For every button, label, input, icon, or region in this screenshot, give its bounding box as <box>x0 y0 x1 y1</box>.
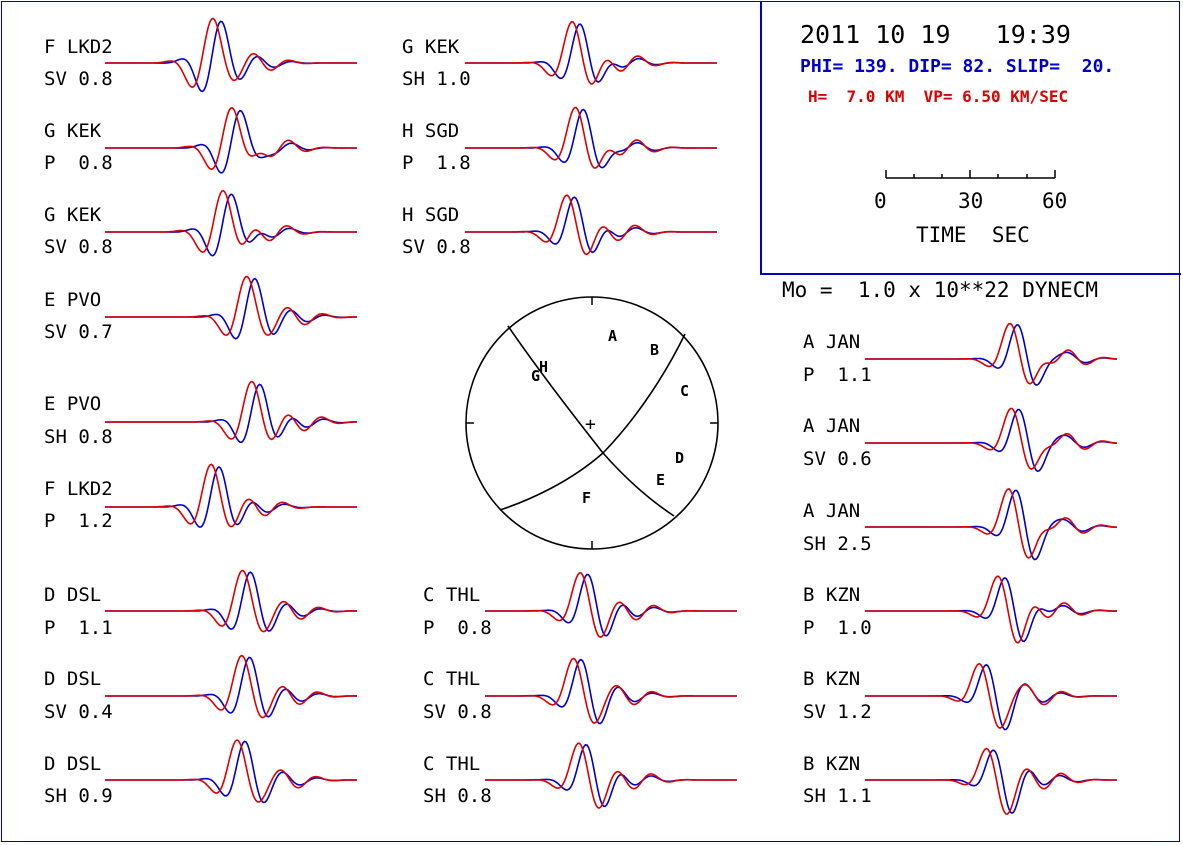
station-mark-G: G <box>531 367 540 385</box>
scale-tick-60: 60 <box>1042 189 1068 213</box>
trace-label-station: E PVO <box>44 393 102 415</box>
trace-label-phase: SH 0.9 <box>44 785 113 807</box>
trace-label-station: C THL <box>423 584 481 606</box>
synthetic-waveform-t5 <box>105 380 357 441</box>
trace-label-station: C THL <box>423 753 481 775</box>
trace-label-phase: SV 0.8 <box>423 701 492 723</box>
trace-label-phase: SV 0.8 <box>44 236 113 258</box>
synthetic-waveform-t13 <box>485 572 737 639</box>
trace-label-station: F LKD2 <box>44 478 113 500</box>
trace-label-phase: SV 0.8 <box>402 236 471 258</box>
trace-label-station: C THL <box>423 668 481 690</box>
trace-label-station: D DSL <box>44 753 102 775</box>
synthetic-waveform-t16 <box>865 322 1118 385</box>
synthetic-waveform-t20 <box>865 662 1117 729</box>
trace-label-station: D DSL <box>44 584 102 606</box>
beachball-center-mark: + <box>585 414 596 435</box>
trace-label-phase: P 0.8 <box>423 617 492 639</box>
trace-label-phase: SV 1.2 <box>803 701 872 723</box>
trace-label-phase: SH 0.8 <box>44 426 113 448</box>
trace-label-phase: SV 0.7 <box>44 321 113 343</box>
scale-tick-0: 0 <box>874 189 887 213</box>
synthetic-waveform-t21 <box>865 747 1117 815</box>
trace-label-phase: SH 1.0 <box>402 68 471 90</box>
seismic-moment: Mo = 1.0 x 10**22 DYNECM <box>782 278 1099 302</box>
station-mark-F: F <box>582 489 591 507</box>
trace-label-phase: P 0.8 <box>44 152 113 174</box>
synthetic-waveform-t10 <box>465 20 717 85</box>
synthetic-waveform-t4 <box>105 275 357 337</box>
trace-label-phase: SH 0.8 <box>423 785 492 807</box>
event-datetime: 2011 10 19 19:39 <box>800 20 1071 49</box>
trace-label-station: A JAN <box>803 500 861 522</box>
trace-label-station: G KEK <box>402 36 460 58</box>
trace-label-station: B KZN <box>803 584 861 606</box>
scale-tick-30: 30 <box>958 189 984 213</box>
trace-label-station: H SGD <box>402 120 460 142</box>
trace-label-station: B KZN <box>803 753 861 775</box>
station-mark-E: E <box>656 471 665 489</box>
synthetic-waveform-t1 <box>105 17 357 89</box>
trace-label-station: G KEK <box>44 204 102 226</box>
header-box <box>760 1 1181 275</box>
trace-label-phase: SH 2.5 <box>803 533 872 555</box>
synthetic-waveform-t12 <box>465 194 717 256</box>
trace-label-station: H SGD <box>402 204 460 226</box>
scale-label: TIME SEC <box>916 223 1030 247</box>
trace-label-phase: SV 0.4 <box>44 701 113 723</box>
synthetic-waveform-t19 <box>865 575 1117 644</box>
trace-label-station: A JAN <box>803 331 861 353</box>
nodal-plane-2 <box>499 333 686 511</box>
synthetic-waveform-t8 <box>105 654 357 719</box>
trace-label-station: E PVO <box>44 289 102 311</box>
trace-label-station: D DSL <box>44 668 102 690</box>
station-mark-B: B <box>650 341 659 359</box>
trace-label-phase: P 1.2 <box>44 510 113 532</box>
synthetic-waveform-t6 <box>105 463 357 528</box>
trace-label-phase: SV 0.6 <box>803 448 872 470</box>
synthetic-waveform-t14 <box>485 657 737 724</box>
trace-label-phase: P 1.8 <box>402 152 471 174</box>
trace-label-phase: SV 0.8 <box>44 68 113 90</box>
synthetic-waveform-t7 <box>105 569 357 633</box>
synthetic-waveform-t18 <box>865 488 1118 559</box>
mechanism-parameters: PHI= 139. DIP= 82. SLIP= 20. <box>800 56 1115 77</box>
trace-label-station: G KEK <box>44 120 102 142</box>
station-mark-D: D <box>675 449 684 467</box>
trace-label-phase: SH 1.1 <box>803 785 872 807</box>
station-mark-A: A <box>608 327 617 345</box>
synthetic-waveform-t9 <box>105 739 357 803</box>
trace-label-station: A JAN <box>803 415 861 437</box>
trace-label-phase: P 1.1 <box>44 617 113 639</box>
trace-label-phase: P 1.0 <box>803 617 872 639</box>
station-mark-H: H <box>539 358 548 376</box>
trace-label-station: B KZN <box>803 668 861 690</box>
synthetic-waveform-t11 <box>465 106 717 169</box>
synthetic-waveform-t2 <box>105 107 357 171</box>
nodal-plane-1 <box>507 325 675 517</box>
depth-velocity: H= 7.0 KM VP= 6.50 KM/SEC <box>808 87 1069 106</box>
station-mark-C: C <box>680 382 689 400</box>
trace-label-station: F LKD2 <box>44 36 113 58</box>
trace-label-phase: P 1.1 <box>803 364 872 386</box>
synthetic-waveform-t3 <box>105 189 357 254</box>
synthetic-waveform-t15 <box>485 742 737 810</box>
synthetic-waveform-t17 <box>865 407 1118 470</box>
